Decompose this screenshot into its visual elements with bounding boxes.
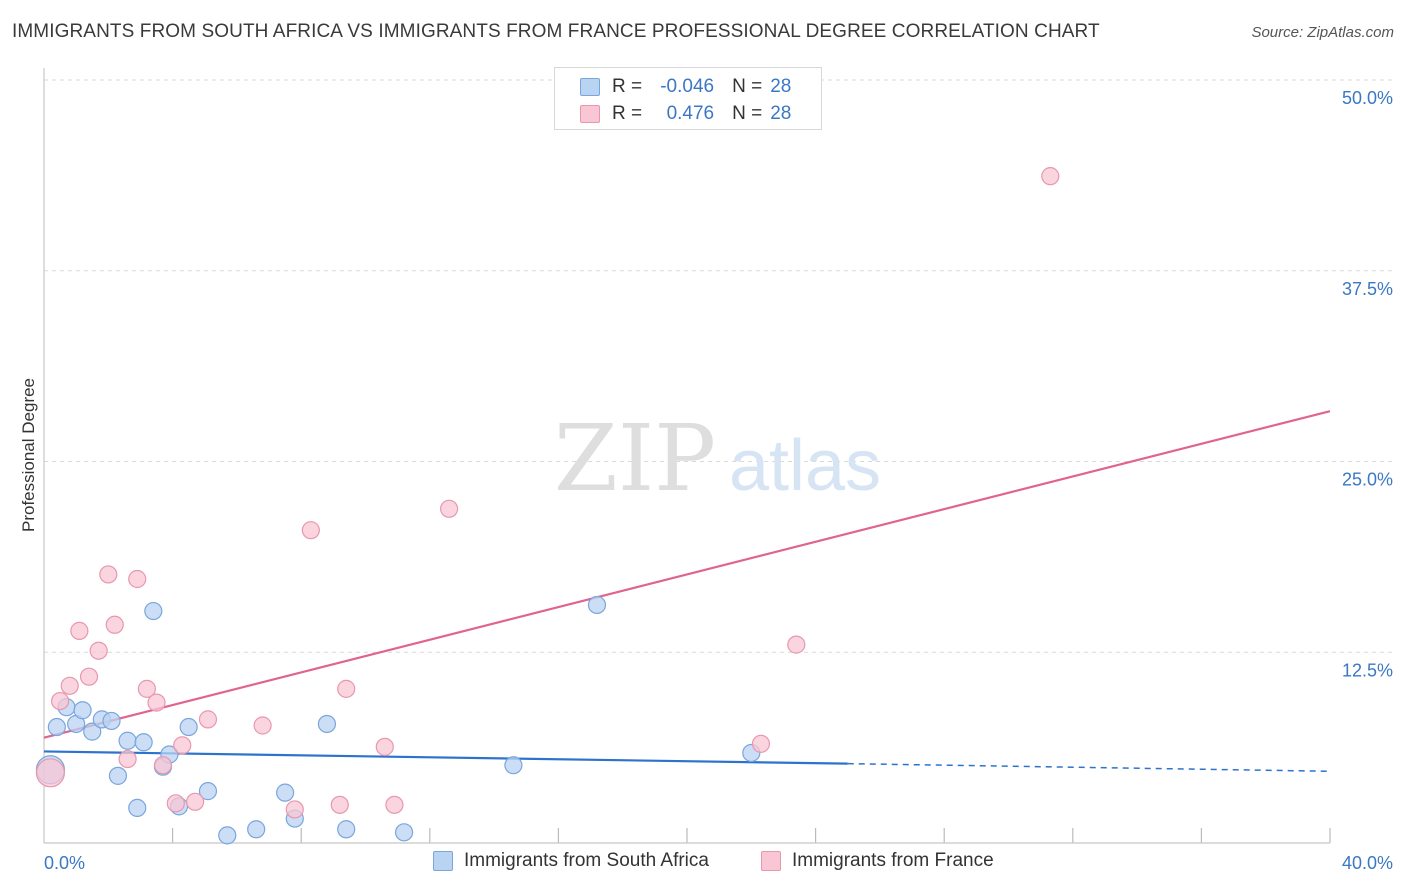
point-south-africa (247, 820, 266, 839)
point-france (128, 569, 147, 589)
bottom-legend-france: Immigrants from France (761, 850, 994, 872)
legend-swatch-blue (580, 78, 600, 96)
y-tick-label: 37.5% (1342, 279, 1393, 299)
point-france (198, 710, 218, 729)
y-axis-label: Professional Degree (19, 378, 38, 532)
legend-r-value: 0.476 (666, 103, 715, 124)
legend-row-south-africa: R = -0.046 N = 28 (580, 75, 791, 99)
data-points (35, 167, 1060, 845)
legend-row-france: R = 0.476 N = 28 (580, 102, 791, 126)
point-france (147, 693, 166, 712)
y-tick-label: 50.0% (1342, 88, 1393, 108)
point-south-africa (134, 733, 153, 752)
point-south-africa (73, 701, 92, 720)
point-france (1041, 167, 1060, 186)
point-france (285, 800, 304, 819)
point-south-africa (108, 766, 128, 785)
point-south-africa (47, 717, 66, 737)
point-france (337, 679, 356, 698)
point-france (137, 679, 156, 698)
point-france (118, 749, 137, 769)
x-tick-label: 0.0% (44, 853, 85, 873)
point-france (186, 792, 205, 811)
x-tick-label: 40.0% (1342, 853, 1393, 873)
point-south-africa (198, 782, 218, 801)
point-south-africa (179, 717, 198, 737)
point-south-africa (587, 595, 607, 615)
point-france (439, 499, 459, 518)
legend-r-value: -0.046 (660, 76, 715, 97)
correlation-legend: R = -0.046 N = 28 R = 0.476 N = 28 (554, 67, 822, 130)
y-tick-label: 25.0% (1342, 470, 1393, 490)
axes (43, 68, 1331, 844)
point-france (105, 615, 124, 634)
point-south-africa (144, 601, 163, 621)
point-france (385, 795, 404, 814)
point-south-africa (337, 820, 356, 839)
point-france (35, 758, 66, 788)
watermark-atlas: atlas (729, 426, 881, 506)
point-france (50, 691, 70, 711)
legend-r-label: R = (612, 103, 643, 124)
trend-line-france (43, 410, 1331, 739)
point-south-africa (317, 714, 337, 734)
point-france (79, 667, 99, 686)
point-france (173, 736, 192, 755)
point-south-africa (276, 783, 295, 802)
point-france (70, 621, 89, 640)
legend-n-label: N = (732, 103, 763, 124)
chart-title: IMMIGRANTS FROM SOUTH AFRICA VS IMMIGRAN… (12, 21, 1100, 42)
point-south-africa (128, 798, 147, 818)
point-france (330, 795, 349, 814)
point-france (60, 676, 79, 695)
legend-n-value: 28 (770, 76, 792, 97)
point-france (253, 716, 272, 735)
point-france (99, 565, 118, 584)
bottom-legend-swatch-blue (433, 851, 453, 871)
bottom-legend-label: Immigrants from France (792, 850, 994, 871)
tick-labels: 12.5% 25.0% 37.5% 50.0% 0.0% 40.0% (44, 88, 1393, 873)
point-france (301, 521, 320, 540)
bottom-legend-swatch-pink (761, 851, 781, 871)
watermark-zip: ZIP (554, 405, 716, 512)
point-south-africa (83, 722, 102, 741)
point-south-africa (218, 826, 237, 845)
point-south-africa (102, 711, 121, 731)
legend-r-label: R = (612, 76, 643, 97)
trend-line-south-africa-extension (847, 762, 1331, 773)
bottom-legend-south-africa: Immigrants from South Africa (433, 850, 709, 872)
source-credit: Source: ZipAtlas.com (1251, 24, 1394, 41)
point-south-africa (394, 823, 414, 842)
point-france (787, 635, 806, 654)
point-south-africa (118, 731, 137, 750)
point-france (153, 756, 173, 775)
point-south-africa (504, 756, 523, 775)
point-france (751, 734, 771, 753)
point-france (89, 641, 108, 660)
point-france (375, 737, 394, 756)
legend-swatch-pink (580, 105, 600, 123)
legend-n-value: 28 (770, 103, 792, 124)
bottom-legend-label: Immigrants from South Africa (464, 850, 709, 871)
point-france (166, 794, 185, 813)
y-tick-label: 12.5% (1342, 660, 1393, 680)
legend-n-label: N = (732, 76, 763, 97)
